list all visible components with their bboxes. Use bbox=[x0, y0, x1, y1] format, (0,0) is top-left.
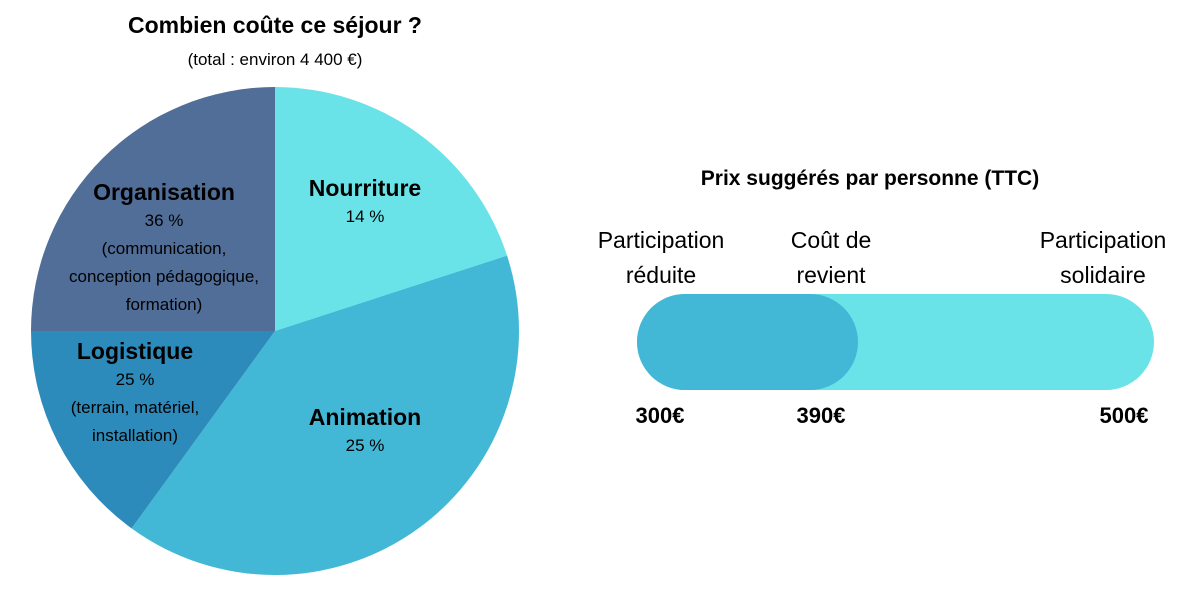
marker-label-solidarity: Participation solidaire bbox=[1018, 223, 1188, 293]
price-300: 300€ bbox=[635, 403, 685, 428]
marker-label-line: revient bbox=[796, 262, 866, 288]
slice-label-animation: Animation 25 % bbox=[255, 402, 475, 460]
marker-label-line: Participation bbox=[597, 227, 725, 253]
pie-slice-nourriture bbox=[275, 87, 508, 331]
pie-subtitle: (total : environ 4 400 €) bbox=[187, 50, 363, 69]
slice-label-organisation: Organisation 36 % (communication, concep… bbox=[44, 177, 284, 319]
marker-label-cost: Coût de revient bbox=[756, 223, 906, 293]
pie-slice-organisation bbox=[31, 87, 275, 331]
slice-percent: 36 % bbox=[144, 211, 184, 230]
marker-label-reduced: Participation réduite bbox=[576, 223, 746, 293]
pie-slice-logistique bbox=[31, 331, 275, 529]
price-range-fill bbox=[637, 294, 858, 390]
slice-label-nourriture: Nourriture 14 % bbox=[255, 173, 475, 231]
marker-label-line: Participation bbox=[1039, 227, 1167, 253]
price-390: 390€ bbox=[796, 403, 846, 428]
slice-detail: formation) bbox=[125, 295, 203, 314]
slice-detail: (communication, bbox=[101, 239, 227, 258]
slice-name: Nourriture bbox=[308, 175, 422, 201]
slice-percent: 25 % bbox=[345, 436, 385, 455]
price-500: 500€ bbox=[1099, 403, 1149, 428]
slice-detail: (terrain, matériel, bbox=[70, 398, 200, 417]
slice-percent: 25 % bbox=[115, 370, 155, 389]
marker-label-line: réduite bbox=[625, 262, 697, 288]
slice-name: Logistique bbox=[76, 338, 194, 364]
slice-percent: 14 % bbox=[345, 207, 385, 226]
cost-pie-chart bbox=[31, 87, 520, 576]
marker-label-line: solidaire bbox=[1060, 262, 1146, 288]
slice-detail: conception pédagogique, bbox=[69, 267, 259, 286]
slice-label-logistique: Logistique 25 % (terrain, matériel, inst… bbox=[25, 336, 245, 450]
slice-name: Organisation bbox=[93, 179, 235, 205]
marker-label-line: Coût de bbox=[790, 227, 872, 253]
pie-slice-animation bbox=[131, 255, 520, 576]
slice-name: Animation bbox=[308, 404, 422, 430]
pie-title: Combien coûte ce séjour ? bbox=[128, 12, 422, 38]
slice-detail: installation) bbox=[92, 426, 178, 445]
price-title: Prix suggérés par personne (TTC) bbox=[700, 167, 1040, 190]
